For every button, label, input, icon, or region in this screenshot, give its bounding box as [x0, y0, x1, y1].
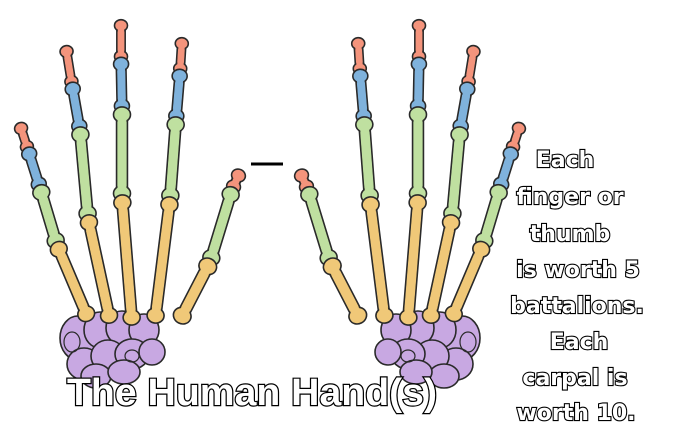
right-hand-skeleton-icon	[293, 18, 527, 389]
right-hand-finger-1-metacarpal	[444, 240, 491, 323]
caption-line-7: carpal is	[522, 366, 627, 391]
caption-line-8: worth 10.	[516, 401, 635, 425]
right-hand-finger-4-middle-phalanx	[352, 68, 372, 124]
caption-line-6: Each	[550, 330, 609, 355]
right-hand-finger-2-middle-phalanx	[452, 81, 476, 134]
left-hand-carpal-bone	[138, 338, 166, 366]
caption-line-3: thumb	[530, 222, 611, 247]
left-hand-finger-1-metacarpal	[49, 240, 96, 323]
left-hand-finger-2-middle-phalanx	[64, 81, 88, 134]
left-hand-finger-4-middle-phalanx	[168, 68, 188, 124]
right-hand-finger-4-metacarpal	[361, 196, 394, 324]
right-hand-finger-3-metacarpal	[399, 194, 427, 326]
left-hand-skeleton-icon	[13, 18, 247, 389]
right-hand-finger-2-proximal-phalanx	[443, 126, 469, 222]
left-hand-finger-1-proximal-phalanx	[32, 183, 65, 250]
caption: Each finger or thumb is worth 5 battalio…	[509, 147, 645, 425]
left-hand-finger-3-middle-phalanx	[112, 56, 131, 114]
caption-line-2: finger or	[516, 185, 623, 210]
left-hand-carpals	[59, 310, 166, 389]
left-hand-finger-2-proximal-phalanx	[71, 126, 97, 222]
right-hand-finger-1-proximal-phalanx	[475, 183, 508, 250]
right-hand-finger-3-middle-phalanx	[409, 56, 428, 114]
left-hand-finger-2-distal-phalanx	[59, 44, 79, 89]
diagram-title: The Human Hand(s)	[67, 372, 437, 414]
left-hand-thumb-middle-phalanx	[202, 185, 240, 267]
right-hand-finger-3-proximal-phalanx	[408, 106, 428, 202]
left-hand-finger-3-distal-phalanx	[113, 18, 129, 64]
left-hand-thumb-proximal-phalanx	[172, 257, 218, 325]
caption-line-1: Each	[536, 148, 595, 173]
caption-line-4: is worth 5	[516, 258, 640, 283]
right-hand-finger-1-distal-phalanx	[505, 121, 527, 154]
left-hand-carpal-bone	[107, 359, 141, 385]
right-hand-finger-4-proximal-phalanx	[355, 116, 379, 204]
left-hand-finger-3-metacarpal	[113, 194, 141, 326]
left-hand-finger-3-proximal-phalanx	[112, 106, 132, 202]
left-hand-finger-2-metacarpal	[79, 213, 119, 325]
right-hand-carpal-bone	[374, 338, 402, 366]
right-hand-finger-2-metacarpal	[421, 213, 461, 325]
right-hand-finger-1-middle-phalanx	[492, 146, 520, 192]
right-hand-carpal-bone	[399, 359, 433, 385]
right-hand-finger-3-distal-phalanx	[411, 18, 427, 64]
right-hand-thumb-proximal-phalanx	[322, 257, 368, 325]
right-hand-finger-2-distal-phalanx	[461, 44, 481, 89]
caption-line-5: battalions.	[510, 294, 644, 319]
right-hand-thumb-middle-phalanx	[300, 185, 338, 267]
left-hand-finger-4-metacarpal	[146, 196, 179, 324]
left-hand-finger-4-proximal-phalanx	[161, 116, 185, 204]
